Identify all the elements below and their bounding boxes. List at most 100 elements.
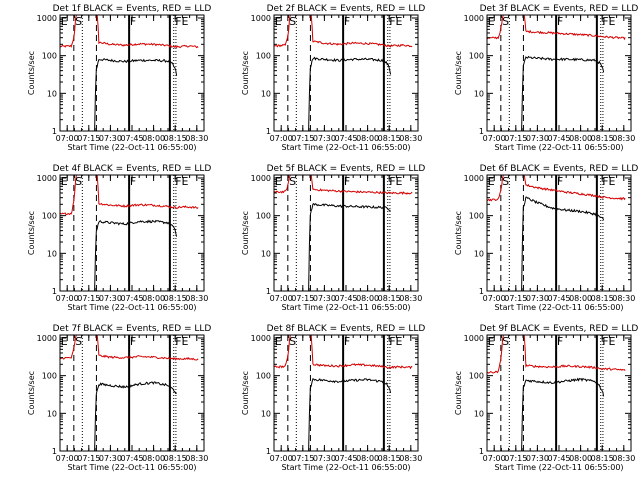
- x-tick-label: 08:30: [612, 294, 635, 303]
- marker-label-f: F: [344, 15, 350, 28]
- y-tick-label: 10: [474, 249, 484, 258]
- panel-title: Det 6f BLACK = Events, RED = LLD: [480, 164, 639, 174]
- x-tick-label: 08:00: [569, 454, 592, 463]
- x-tick-label: 08:15: [164, 294, 187, 303]
- x-tick-label: 07:00: [56, 294, 79, 303]
- y-tick-label: 1: [479, 447, 484, 456]
- y-axis-label: Counts/sec: [241, 211, 250, 255]
- x-tick-label: 07:45: [334, 134, 357, 143]
- lld-series-line: [60, 15, 199, 49]
- x-tick-label: 08:30: [612, 454, 635, 463]
- y-tick-label: 100: [256, 52, 271, 61]
- x-tick-label: 08:15: [591, 454, 614, 463]
- marker-label-s: S: [502, 335, 509, 348]
- marker-label-fe: FE: [389, 15, 402, 28]
- x-tick-label: 07:00: [483, 454, 506, 463]
- x-tick-label: 08:00: [356, 134, 379, 143]
- marker-label-fe: FE: [175, 335, 188, 348]
- x-tick-label: 08:15: [378, 134, 401, 143]
- y-tick-label: 10: [47, 249, 57, 258]
- x-tick-label: 07:15: [291, 134, 314, 143]
- marker-label-f: F: [130, 335, 136, 348]
- x-tick-label: 07:15: [291, 294, 314, 303]
- x-tick-label: 07:15: [77, 134, 100, 143]
- y-tick-label: 1: [52, 287, 57, 296]
- lld-series-line: [60, 335, 199, 361]
- y-tick-label: 1: [479, 127, 484, 136]
- x-tick-label: 07:00: [483, 134, 506, 143]
- y-axis-label: Counts/sec: [454, 51, 463, 95]
- marker-label-s: S: [502, 15, 509, 28]
- x-axis-label: Start Time (22-Oct-11 06:55:00): [67, 463, 196, 472]
- x-tick-label: 08:00: [569, 134, 592, 143]
- x-tick-label: 07:15: [291, 454, 314, 463]
- x-axis-label: Start Time (22-Oct-11 06:55:00): [281, 303, 410, 312]
- x-tick-label: 08:30: [399, 454, 422, 463]
- x-tick-label: 07:30: [99, 134, 122, 143]
- y-tick-label: 10: [474, 409, 484, 418]
- marker-label-fe: FE: [602, 15, 615, 28]
- marker-label-f: F: [344, 335, 350, 348]
- marker-label-fe: FE: [602, 335, 615, 348]
- x-tick-label: 07:45: [334, 454, 357, 463]
- x-tick-label: 07:30: [526, 454, 549, 463]
- y-tick-label: 1000: [251, 334, 271, 343]
- y-tick-label: 100: [469, 212, 484, 221]
- events-series-line: [521, 55, 605, 131]
- x-tick-label: 07:15: [77, 454, 100, 463]
- x-tick-label: 07:00: [270, 294, 293, 303]
- lld-series-line: [487, 335, 626, 374]
- marker-label-e: E: [275, 175, 282, 188]
- marker-label-s: S: [75, 15, 82, 28]
- lld-series-line: [487, 15, 626, 41]
- y-tick-label: 1: [266, 287, 271, 296]
- marker-label-s: S: [289, 335, 296, 348]
- x-axis-label: Start Time (22-Oct-11 06:55:00): [281, 463, 410, 472]
- x-tick-label: 07:00: [270, 454, 293, 463]
- panel-title: Det 7f BLACK = Events, RED = LLD: [53, 324, 212, 334]
- marker-label-e: E: [61, 15, 68, 28]
- x-axis-label: Start Time (22-Oct-11 06:55:00): [494, 303, 623, 312]
- x-tick-label: 08:15: [591, 294, 614, 303]
- panel-title: Det 4f BLACK = Events, RED = LLD: [53, 164, 212, 174]
- x-tick-label: 07:30: [99, 454, 122, 463]
- x-axis-label: Start Time (22-Oct-11 06:55:00): [494, 463, 623, 472]
- y-tick-label: 10: [47, 89, 57, 98]
- marker-label-s: S: [289, 15, 296, 28]
- x-tick-label: 08:15: [591, 134, 614, 143]
- y-tick-label: 100: [256, 372, 271, 381]
- y-tick-label: 10: [47, 409, 57, 418]
- marker-label-f: F: [557, 15, 563, 28]
- y-tick-label: 1000: [464, 14, 484, 23]
- panel-title: Det 2f BLACK = Events, RED = LLD: [267, 4, 426, 14]
- x-tick-label: 07:15: [504, 454, 527, 463]
- x-tick-label: 07:45: [547, 294, 570, 303]
- events-series-line: [308, 378, 392, 451]
- marker-label-f: F: [557, 175, 563, 188]
- y-axis-label: Counts/sec: [27, 51, 36, 95]
- panel-title: Det 3f BLACK = Events, RED = LLD: [480, 4, 639, 14]
- x-tick-label: 07:30: [313, 134, 336, 143]
- y-tick-label: 100: [42, 52, 57, 61]
- x-tick-label: 07:00: [270, 134, 293, 143]
- x-tick-label: 07:45: [120, 294, 143, 303]
- x-tick-label: 07:30: [526, 134, 549, 143]
- x-axis-label: Start Time (22-Oct-11 06:55:00): [494, 143, 623, 152]
- x-tick-label: 08:30: [185, 454, 208, 463]
- events-series-line: [308, 56, 392, 131]
- x-tick-label: 07:45: [547, 454, 570, 463]
- y-tick-label: 10: [261, 409, 271, 418]
- marker-label-fe: FE: [175, 15, 188, 28]
- y-tick-label: 100: [469, 372, 484, 381]
- panel-title: Det 1f BLACK = Events, RED = LLD: [53, 4, 212, 14]
- panel-title: Det 5f BLACK = Events, RED = LLD: [267, 164, 426, 174]
- x-tick-label: 08:00: [356, 454, 379, 463]
- x-axis-label: Start Time (22-Oct-11 06:55:00): [67, 303, 196, 312]
- x-tick-label: 07:45: [334, 294, 357, 303]
- y-tick-label: 10: [474, 89, 484, 98]
- marker-label-fe: FE: [602, 175, 615, 188]
